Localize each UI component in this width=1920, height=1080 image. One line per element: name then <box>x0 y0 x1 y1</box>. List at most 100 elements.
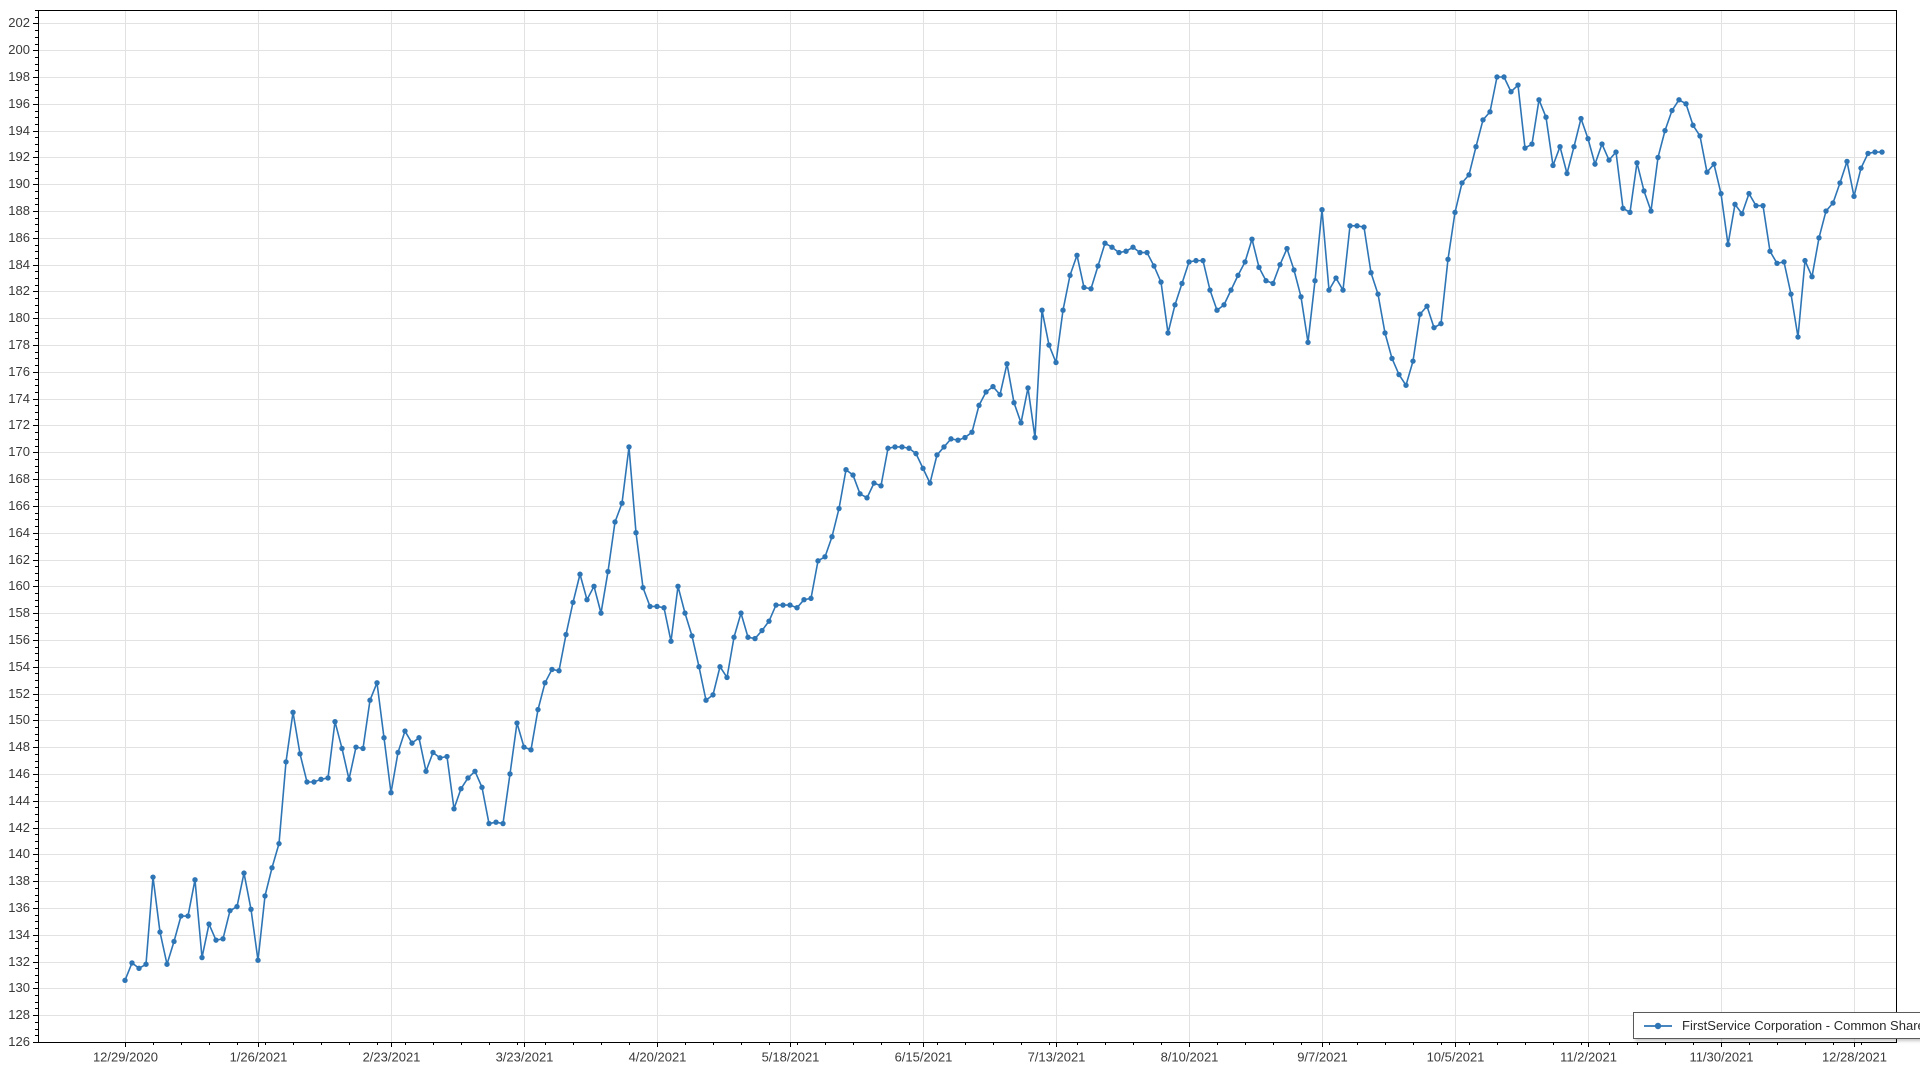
series-data-point[interactable] <box>241 870 247 876</box>
series-data-point[interactable] <box>276 840 282 847</box>
series-data-point[interactable] <box>1746 190 1752 197</box>
series-data-point[interactable] <box>899 444 905 450</box>
series-data-point[interactable] <box>1494 74 1500 80</box>
series-data-point[interactable] <box>311 779 317 785</box>
series-data-point[interactable] <box>521 744 527 750</box>
series-data-point[interactable] <box>1053 359 1059 366</box>
series-data-point[interactable] <box>1291 267 1297 273</box>
series-data-point[interactable] <box>374 680 380 686</box>
series-data-point[interactable] <box>1333 275 1339 281</box>
series-data-point[interactable] <box>913 450 919 457</box>
series-data-point[interactable] <box>1543 114 1549 120</box>
series-data-point[interactable] <box>1130 244 1136 250</box>
series-data-point[interactable] <box>297 751 303 757</box>
series-data-point[interactable] <box>1823 208 1829 214</box>
series-data-point[interactable] <box>1046 342 1052 348</box>
series-data-point[interactable] <box>1312 278 1318 284</box>
series-data-point[interactable] <box>1158 279 1164 285</box>
series-data-point[interactable] <box>395 749 401 756</box>
series-data-point[interactable] <box>878 483 884 489</box>
series-data-point[interactable] <box>815 558 821 564</box>
series-data-point[interactable] <box>1438 320 1444 327</box>
series-data-point[interactable] <box>1116 249 1122 256</box>
series-data-point[interactable] <box>332 718 338 725</box>
series-data-point[interactable] <box>493 819 499 825</box>
series-data-point[interactable] <box>689 633 695 639</box>
series-data-point[interactable] <box>1655 154 1661 161</box>
series-data-point[interactable] <box>675 583 681 590</box>
series-data-point[interactable] <box>1648 208 1654 214</box>
series-data-point[interactable] <box>1753 202 1759 209</box>
series-data-point[interactable] <box>1025 385 1031 391</box>
series-data-point[interactable] <box>1193 257 1199 264</box>
series-data-point[interactable] <box>871 480 877 486</box>
series-data-point[interactable] <box>1088 286 1094 292</box>
series-data-point[interactable] <box>1200 257 1206 264</box>
series-data-point[interactable] <box>1809 274 1815 280</box>
series-data-point[interactable] <box>1326 287 1332 293</box>
series-data-point[interactable] <box>346 776 352 783</box>
series-data-point[interactable] <box>1109 244 1115 250</box>
series-data-point[interactable] <box>990 383 996 390</box>
series-data-point[interactable] <box>1284 245 1290 252</box>
series-data-point[interactable] <box>1270 280 1276 287</box>
series-data-point[interactable] <box>304 779 310 785</box>
series-data-point[interactable] <box>1032 434 1038 441</box>
series-data-point[interactable] <box>339 745 345 752</box>
series-data-point[interactable] <box>1739 211 1745 217</box>
series-data-point[interactable] <box>1242 259 1248 265</box>
series-data-point[interactable] <box>1389 355 1395 362</box>
series-data-point[interactable] <box>1718 190 1724 197</box>
series-data-point[interactable] <box>1508 89 1514 95</box>
series-data-point[interactable] <box>129 960 135 966</box>
series-data-point[interactable] <box>1487 109 1493 115</box>
series-data-point[interactable] <box>1662 127 1668 134</box>
series-data-point[interactable] <box>1263 278 1269 284</box>
series-data-point[interactable] <box>416 735 422 741</box>
series-data-point[interactable] <box>1221 302 1227 308</box>
series-data-point[interactable] <box>1501 74 1507 80</box>
series-data-point[interactable] <box>619 500 625 506</box>
series-data-point[interactable] <box>234 903 240 910</box>
series-data-point[interactable] <box>577 571 583 577</box>
series-data-point[interactable] <box>1123 248 1129 254</box>
series-data-point[interactable] <box>801 597 807 603</box>
series-data-point[interactable] <box>703 697 709 703</box>
series-data-point[interactable] <box>185 913 191 919</box>
series-data-point[interactable] <box>1767 248 1773 254</box>
series-data-point[interactable] <box>759 627 765 634</box>
series-data-point[interactable] <box>850 472 856 478</box>
series-data-point[interactable] <box>1473 144 1479 150</box>
series-data-point[interactable] <box>1186 259 1192 265</box>
series-data-point[interactable] <box>1095 263 1101 269</box>
series-data-point[interactable] <box>423 768 429 774</box>
series-data-point[interactable] <box>738 610 744 616</box>
series-data-point[interactable] <box>1305 339 1311 346</box>
series-data-point[interactable] <box>479 784 485 791</box>
series-data-point[interactable] <box>1592 161 1598 167</box>
series-data-point[interactable] <box>465 775 471 781</box>
series-data-point[interactable] <box>171 938 177 945</box>
series-data-point[interactable] <box>143 961 149 967</box>
series-data-point[interactable] <box>724 674 730 681</box>
series-data-point[interactable] <box>997 391 1003 398</box>
series-data-point[interactable] <box>906 445 912 451</box>
series-data-point[interactable] <box>1613 149 1619 155</box>
series-data-point[interactable] <box>1606 157 1612 163</box>
series-data-point[interactable] <box>1417 311 1423 317</box>
series-data-point[interactable] <box>1375 291 1381 297</box>
series-data-point[interactable] <box>1781 259 1787 265</box>
series-data-point[interactable] <box>934 452 940 458</box>
series-data-point[interactable] <box>1018 420 1024 426</box>
series-data-point[interactable] <box>1102 240 1108 246</box>
series-data-point[interactable] <box>199 954 205 961</box>
series-data-point[interactable] <box>136 965 142 971</box>
series-data-point[interactable] <box>598 610 604 616</box>
series-data-point[interactable] <box>1704 169 1710 175</box>
series-data-point[interactable] <box>1368 269 1374 276</box>
series-data-point[interactable] <box>1060 307 1066 313</box>
series-data-point[interactable] <box>1354 223 1360 229</box>
series-data-point[interactable] <box>1634 160 1640 166</box>
series-data-point[interactable] <box>1879 149 1885 155</box>
series-data-point[interactable] <box>1585 135 1591 142</box>
